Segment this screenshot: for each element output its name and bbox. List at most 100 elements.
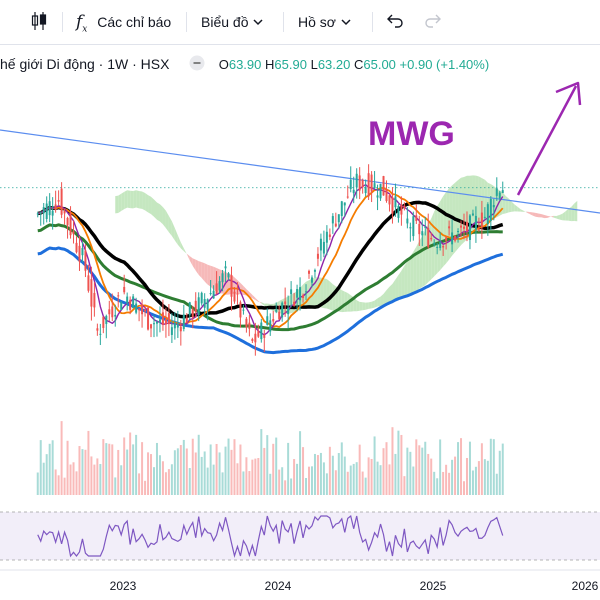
volume-bar (310, 466, 313, 495)
volume-bar (114, 477, 117, 495)
ichimoku-cloud-segment (508, 198, 512, 213)
ichimoku-cloud-segment (505, 196, 509, 214)
volume-bar (135, 434, 138, 495)
volume-bar (108, 443, 111, 495)
ichimoku-cloud-segment (192, 258, 196, 271)
volume-bar (412, 466, 415, 495)
volume-bar (129, 432, 132, 495)
volume-bar (442, 471, 445, 495)
volume-bar (319, 452, 322, 495)
ichimoku-cloud-segment (133, 190, 137, 209)
volume-bar (170, 464, 173, 495)
candle-body (471, 213, 474, 216)
ichimoku-cloud-segment (383, 290, 387, 306)
ichimoku-cloud-segment (165, 210, 169, 233)
candle-body (364, 187, 367, 194)
candle-body (501, 190, 504, 194)
candle-body (230, 275, 233, 297)
volume-bar (75, 471, 78, 495)
ichimoku-cloud-segment (174, 228, 178, 245)
volume-bar (150, 454, 153, 495)
volume-bar (215, 443, 218, 495)
candle-body (284, 301, 287, 305)
candle-body (376, 195, 379, 198)
candle-body (442, 246, 445, 248)
redo-icon[interactable] (424, 10, 442, 34)
volume-bar (287, 442, 290, 495)
candle-body (287, 307, 290, 315)
candle-body (382, 176, 385, 196)
candle-body (75, 242, 78, 253)
chevron-down-icon (252, 14, 264, 30)
volume-bar (436, 478, 439, 495)
candle-body (260, 322, 263, 340)
volume-bar (415, 439, 418, 495)
candle-body (439, 241, 442, 248)
volume-bar (397, 430, 400, 495)
candle-body (138, 308, 141, 311)
undo-icon[interactable] (386, 10, 404, 34)
ichimoku-cloud-segment (386, 286, 390, 305)
ichimoku-cloud-segment (118, 193, 122, 213)
x-tick-label: 2023 (110, 579, 137, 593)
candle-body (102, 316, 105, 328)
candle-body (331, 216, 334, 224)
volume-bar (370, 458, 373, 495)
candle-body (81, 247, 84, 256)
candle-body (63, 211, 66, 214)
candle-body (105, 315, 108, 324)
ichimoku-cloud-segment (392, 279, 396, 303)
ichimoku-cloud-segment (261, 302, 265, 306)
ichimoku-cloud-segment (562, 211, 566, 221)
ichimoku-cloud-segment (186, 253, 190, 261)
candle-body (221, 273, 224, 283)
ichimoku-cloud-segment (177, 235, 181, 249)
candle-body (188, 302, 191, 316)
volume-bar (346, 471, 349, 495)
symbol-title: hế giới Di động · 1W · HSX (0, 56, 170, 72)
volume-bar (60, 421, 63, 495)
candle-body (120, 302, 123, 310)
candle-body (391, 197, 394, 214)
annotation-label[interactable]: MWG (368, 115, 455, 153)
candle-body (489, 198, 492, 222)
volume-bar (147, 452, 150, 495)
indicators-button[interactable]: fx Các chỉ báo (76, 10, 171, 34)
volume-bar (266, 435, 269, 495)
candle-body (135, 303, 138, 313)
ichimoku-cloud-segment (258, 300, 262, 304)
volume-bar (489, 438, 492, 495)
resistance-trendline[interactable] (0, 129, 600, 214)
volume-bar (460, 438, 463, 495)
change-value: +0.90 (+1.40%) (399, 57, 490, 72)
candle-body (251, 338, 254, 341)
volume-bar (278, 469, 281, 495)
volume-bar (465, 457, 468, 495)
price-chart[interactable]: 2023 2024 2025 2026 MWG (0, 45, 600, 600)
ichimoku-cloud-segment (365, 302, 369, 310)
chart-menu-button[interactable]: Biểu đồ (201, 10, 264, 34)
annotation-arrow[interactable] (516, 85, 578, 196)
collapse-icon[interactable] (189, 55, 205, 77)
candles-icon[interactable] (30, 10, 48, 34)
volume-bar (391, 427, 394, 495)
candle-body (349, 179, 352, 189)
candle-body (200, 292, 203, 304)
ichimoku-cloud-segment (553, 215, 557, 219)
volume-bar (111, 444, 114, 495)
candle-body (352, 189, 355, 194)
volume-bar (93, 464, 96, 495)
profile-menu-button[interactable]: Hồ sơ (298, 10, 352, 34)
volume-bar (173, 450, 176, 495)
candle-body (457, 231, 460, 233)
volume-bar (308, 466, 310, 495)
ichimoku-cloud-segment (121, 191, 125, 212)
ichimoku-cloud-segment (538, 213, 542, 218)
ichimoku-cloud-segment (380, 293, 384, 307)
candle-body (325, 231, 328, 243)
candle-body (272, 319, 275, 322)
candle-body (266, 316, 269, 325)
volume-bar (45, 454, 48, 495)
volume-bar (158, 455, 161, 495)
ichimoku-cloud-segment (565, 208, 569, 221)
